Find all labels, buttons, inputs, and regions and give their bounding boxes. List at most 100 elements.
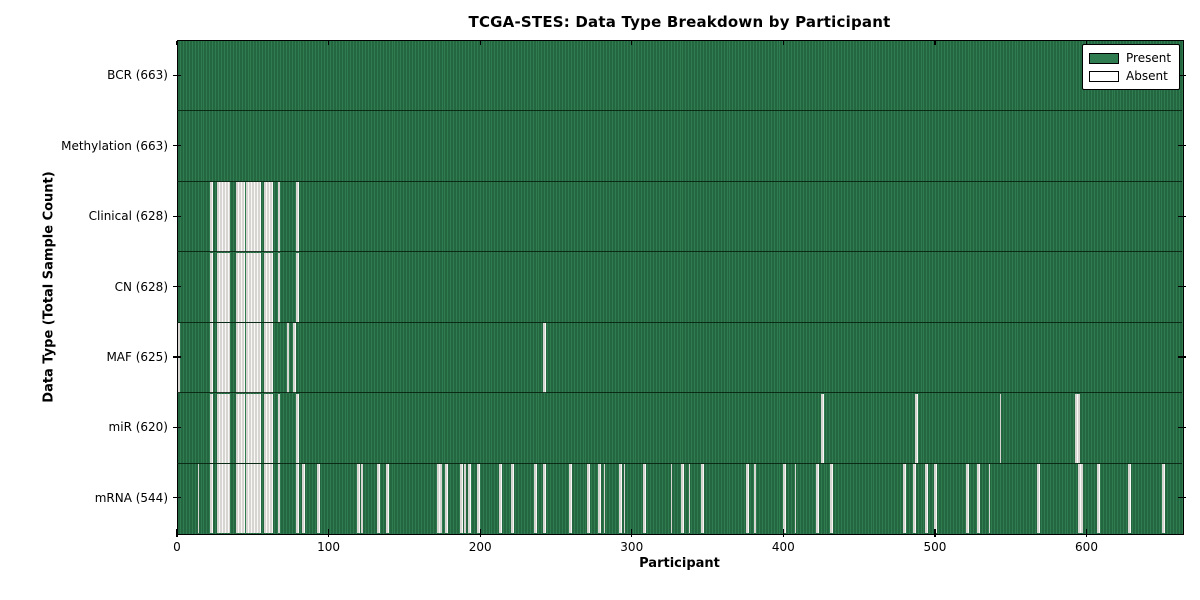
y-tick-right bbox=[1178, 497, 1186, 499]
absent-stripe-MAF bbox=[264, 323, 274, 393]
x-tick-top bbox=[934, 41, 936, 45]
absent-stripe-miR bbox=[1075, 393, 1080, 463]
row-separator bbox=[177, 110, 1182, 112]
absent-stripe-CN bbox=[246, 252, 262, 323]
x-tick-bottom bbox=[782, 529, 784, 537]
absent-stripe-mRNA bbox=[209, 464, 213, 534]
absent-stripe-mRNA bbox=[246, 464, 262, 534]
absent-stripe-mRNA bbox=[361, 464, 363, 534]
absent-stripe-mRNA bbox=[437, 464, 442, 534]
absent-stripe-mRNA bbox=[700, 464, 704, 534]
absent-stripe-mRNA bbox=[619, 464, 623, 534]
absent-stripe-mRNA bbox=[643, 464, 647, 534]
x-tick-label: 400 bbox=[771, 540, 795, 554]
plot-area bbox=[177, 40, 1184, 535]
absent-stripe-mRNA bbox=[754, 464, 756, 534]
absent-stripe-mRNA bbox=[623, 464, 626, 534]
x-tick-top bbox=[176, 41, 178, 45]
x-tick-top bbox=[479, 41, 481, 45]
absent-stripe-CN bbox=[209, 252, 213, 323]
absent-stripe-mRNA bbox=[278, 464, 280, 534]
y-tick-right bbox=[1178, 74, 1186, 76]
absent-stripe-mRNA bbox=[1128, 464, 1132, 534]
absent-stripe-mRNA bbox=[746, 464, 750, 534]
absent-stripe-Clinical bbox=[217, 182, 230, 252]
absent-stripe-mRNA bbox=[534, 464, 538, 534]
x-tick-bottom bbox=[934, 529, 936, 537]
absent-stripe-mRNA bbox=[1161, 464, 1165, 534]
x-axis-label: Participant bbox=[639, 556, 720, 571]
y-tick-right bbox=[1178, 426, 1186, 429]
x-tick-bottom bbox=[176, 529, 178, 537]
absent-stripe-mRNA bbox=[385, 464, 389, 534]
absent-stripe-mRNA bbox=[988, 464, 991, 534]
absent-stripe-mRNA bbox=[681, 464, 685, 534]
absent-stripe-Clinical bbox=[278, 182, 280, 252]
y-tick-right bbox=[1178, 145, 1186, 147]
absent-stripe-MAF bbox=[287, 323, 289, 393]
x-tick-top bbox=[631, 41, 633, 45]
absent-stripe-mRNA bbox=[476, 464, 480, 534]
absent-stripe-CN bbox=[217, 252, 230, 323]
absent-stripe-mRNA bbox=[603, 464, 606, 534]
absent-stripe-mRNA bbox=[794, 464, 797, 534]
y-tick-right bbox=[1178, 215, 1186, 217]
absent-stripe-CN bbox=[296, 252, 300, 323]
legend-entry-absent: Absent bbox=[1089, 67, 1173, 85]
absent-stripe-CN bbox=[264, 252, 274, 323]
absent-stripe-MAF bbox=[543, 323, 547, 393]
absent-stripe-mRNA bbox=[217, 464, 230, 534]
absent-stripe-miR bbox=[914, 393, 918, 463]
x-tick-bottom bbox=[631, 529, 633, 537]
y-tick-left bbox=[173, 286, 181, 288]
absent-stripe-mRNA bbox=[317, 464, 321, 534]
absent-stripe-miR bbox=[264, 393, 274, 463]
absent-stripe-mRNA bbox=[464, 464, 466, 534]
row-separator bbox=[177, 392, 1182, 394]
absent-stripe-mRNA bbox=[976, 464, 980, 534]
absent-stripe-CN bbox=[235, 252, 245, 323]
legend-present-label: Present bbox=[1126, 51, 1172, 65]
absent-stripe-mRNA bbox=[499, 464, 503, 534]
absent-stripe-MAF bbox=[217, 323, 230, 393]
y-tick-left bbox=[173, 74, 181, 76]
row-label-Clinical: Clinical (628) bbox=[88, 209, 168, 224]
absent-stripe-MAF bbox=[293, 323, 297, 393]
y-axis-label: Data Type (Total Sample Count) bbox=[41, 171, 57, 403]
absent-stripe-mRNA bbox=[543, 464, 547, 534]
legend-absent-swatch bbox=[1089, 70, 1119, 82]
absent-stripe-MAF bbox=[209, 323, 213, 393]
absent-stripe-MAF bbox=[178, 323, 180, 393]
y-tick-right bbox=[1178, 286, 1186, 288]
x-tick-bottom bbox=[479, 529, 481, 537]
absent-stripe-MAF bbox=[235, 323, 245, 393]
x-tick-label: 300 bbox=[620, 540, 644, 554]
row-separator bbox=[177, 180, 1182, 182]
chart-title: TCGA-STES: Data Type Breakdown by Partic… bbox=[468, 13, 891, 31]
x-tick-top bbox=[327, 41, 330, 45]
absent-stripe-mRNA bbox=[459, 464, 463, 534]
legend-present-swatch bbox=[1089, 52, 1119, 64]
x-tick-bottom bbox=[1085, 529, 1088, 537]
absent-stripe-Clinical bbox=[296, 182, 300, 252]
row-label-Methylation: Methylation (663) bbox=[61, 138, 168, 153]
absent-stripe-mRNA bbox=[302, 464, 306, 534]
absent-stripe-Clinical bbox=[246, 182, 262, 252]
absent-stripe-mRNA bbox=[264, 464, 274, 534]
row-separator bbox=[177, 462, 1182, 464]
absent-stripe-mRNA bbox=[356, 464, 360, 534]
x-tick-top bbox=[782, 41, 784, 45]
absent-stripe-miR bbox=[235, 393, 245, 463]
absent-stripe-mRNA bbox=[966, 464, 970, 534]
y-tick-left bbox=[173, 426, 181, 429]
x-tick-bottom bbox=[327, 529, 330, 537]
row-label-BCR: BCR (663) bbox=[107, 68, 168, 83]
absent-stripe-mRNA bbox=[376, 464, 380, 534]
row-separator bbox=[177, 321, 1182, 323]
absent-stripe-CN bbox=[278, 252, 280, 323]
x-tick-label: 600 bbox=[1075, 540, 1098, 554]
absent-stripe-miR bbox=[820, 393, 824, 463]
row-label-CN: CN (628) bbox=[114, 279, 168, 294]
x-tick-label: 0 bbox=[173, 540, 181, 554]
